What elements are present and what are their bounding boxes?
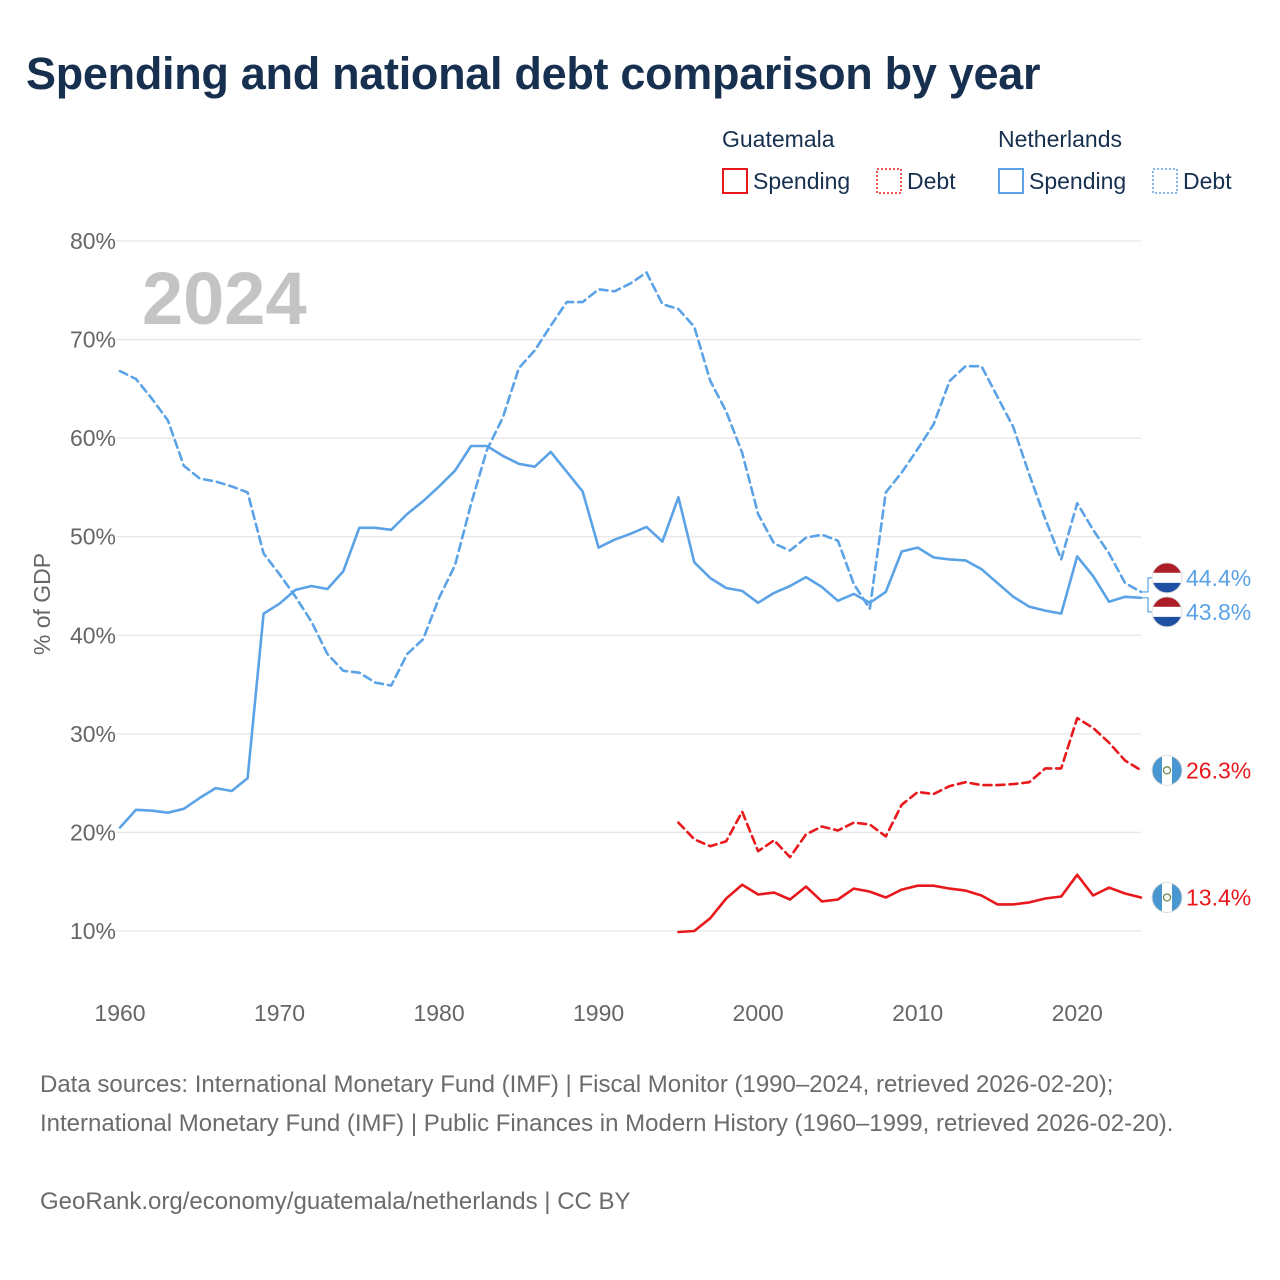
y-tick-label: 30% bbox=[70, 721, 116, 747]
x-axis-ticks: 1960 1970 1980 1990 2000 2010 2020 bbox=[94, 1000, 1102, 1026]
end-marker-guatemala-spending: 13.4% bbox=[1151, 881, 1251, 913]
x-tick-label: 2000 bbox=[733, 1000, 784, 1026]
x-tick-label: 2020 bbox=[1052, 1000, 1103, 1026]
end-value-label: 26.3% bbox=[1186, 757, 1251, 783]
y-tick-label: 20% bbox=[70, 819, 116, 845]
y-tick-label: 40% bbox=[70, 622, 116, 648]
legend-label: Spending bbox=[753, 168, 850, 194]
y-tick-label: 10% bbox=[70, 918, 116, 944]
y-tick-label: 70% bbox=[70, 327, 116, 353]
legend-item-netherlands-debt[interactable]: Debt bbox=[1152, 168, 1232, 194]
end-marker-guatemala-debt: 26.3% bbox=[1151, 754, 1251, 786]
x-tick-label: 1980 bbox=[413, 1000, 464, 1026]
y-tick-label: 80% bbox=[70, 228, 116, 254]
line-chart: 2024 10%20%30%40%50%60%70%80% 1960 1970 19… bbox=[29, 126, 1251, 1026]
y-tick-label: 50% bbox=[70, 524, 116, 550]
legend-label: Debt bbox=[907, 168, 956, 194]
year-overlay: 2024 bbox=[142, 257, 307, 340]
gridlines bbox=[116, 240, 1141, 932]
legend-item-netherlands-spending[interactable]: Spending bbox=[998, 168, 1126, 194]
series-lines bbox=[118, 271, 1143, 934]
end-marker-netherlands-debt: 44.4% bbox=[1142, 562, 1251, 594]
series-line-netherlands-spending bbox=[118, 444, 1143, 829]
legend-group-guatemala: Guatemala bbox=[722, 126, 835, 152]
legend-label: Spending bbox=[1029, 168, 1126, 194]
end-value-label: 43.8% bbox=[1186, 599, 1251, 625]
series-line-guatemala-spending bbox=[677, 873, 1143, 934]
credit-link[interactable]: GeoRank.org/economy/guatemala/netherland… bbox=[40, 1188, 631, 1215]
end-value-label: 44.4% bbox=[1186, 565, 1251, 591]
legend-group-netherlands: Netherlands bbox=[998, 126, 1122, 152]
legend[interactable]: Guatemala Spending Debt Netherlands Spending… bbox=[722, 126, 1232, 194]
y-axis-label: % of GDP bbox=[29, 553, 55, 655]
series-line-guatemala-debt bbox=[677, 716, 1143, 859]
legend-label: Debt bbox=[1183, 168, 1232, 194]
x-tick-label: 1970 bbox=[254, 1000, 305, 1026]
x-tick-label: 1990 bbox=[573, 1000, 624, 1026]
end-value-label: 13.4% bbox=[1186, 884, 1251, 910]
y-tick-label: 60% bbox=[70, 425, 116, 451]
legend-item-guatemala-debt[interactable]: Debt bbox=[876, 168, 956, 194]
end-marker-netherlands-spending: 43.8% bbox=[1142, 596, 1251, 628]
y-axis-ticks: 10% 20% 30% 40% 50% 60% 70% 80% bbox=[70, 228, 116, 944]
series-end-markers: 43.8% 44.4% 26.3% 13.4% bbox=[1142, 562, 1251, 913]
legend-item-guatemala-spending[interactable]: Spending bbox=[722, 168, 850, 194]
data-sources-note: Data sources: International Monetary Fun… bbox=[40, 1071, 1174, 1137]
series-line-netherlands-debt bbox=[118, 271, 1143, 687]
x-tick-label: 2010 bbox=[892, 1000, 943, 1026]
chart-title: Spending and national debt comparison by… bbox=[26, 48, 1041, 99]
x-tick-label: 1960 bbox=[94, 1000, 145, 1026]
